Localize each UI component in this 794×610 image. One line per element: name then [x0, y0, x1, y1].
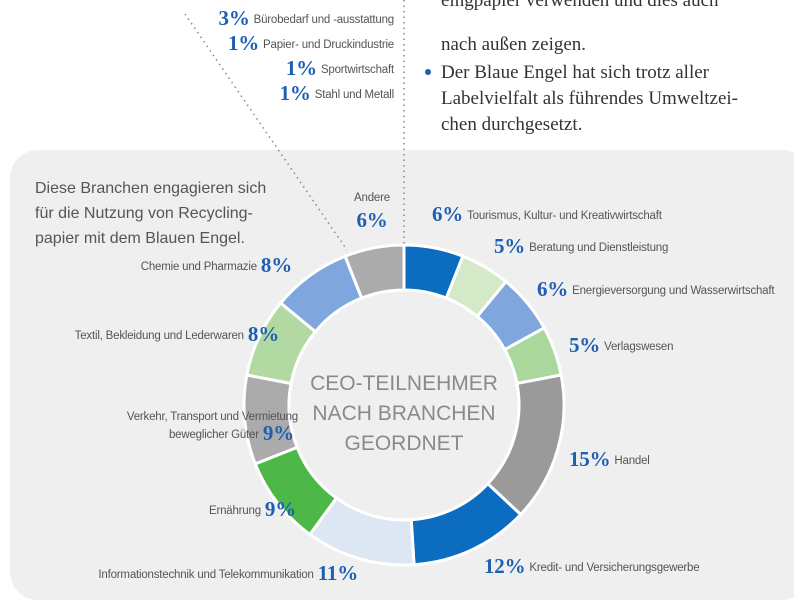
- category-label: Kredit- und Versicherungsgewerbe: [529, 562, 700, 574]
- breakdown-label: 1% Papier- und Druckindustrie: [224, 33, 394, 54]
- value-label: 3%: [218, 6, 250, 30]
- value-label: 6%: [432, 202, 464, 226]
- category-label: Verkehr, Transport und Vermietung bewegl…: [126, 411, 298, 441]
- header-line: Labelvielfalt als führendes Umweltzei-: [441, 88, 738, 109]
- segment-label: 5% Beratung und Dienstleistung: [490, 236, 669, 257]
- value-label: 5%: [569, 333, 601, 357]
- intro: Diese Branchen engagieren sich für die N…: [35, 180, 266, 247]
- value-label: 9%: [262, 421, 294, 445]
- intro-line: für die Nutzung von Recycling-: [35, 205, 253, 222]
- header-line: chen durchgesetzt.: [441, 114, 582, 135]
- category-label: Sportwirtschaft: [320, 64, 394, 76]
- value-label: 1%: [285, 56, 317, 80]
- category-label: Chemie und Pharmazie: [140, 261, 257, 273]
- segment-label: Informationstechnik und Telekommunikatio…: [98, 563, 362, 584]
- value-label: 6%: [356, 208, 388, 232]
- center-line: CEO-TEILNEHMER: [310, 372, 498, 395]
- segment-label: 15% Handel: [565, 449, 650, 470]
- value-label: 8%: [247, 322, 279, 346]
- value-label: 5%: [494, 234, 526, 258]
- segment-label: Chemie und Pharmazie 8%: [140, 255, 296, 276]
- category-label: Ernährung: [208, 505, 261, 517]
- segment-label: Verkehr, Transport und Vermietung bewegl…: [78, 409, 298, 445]
- value-label: 6%: [537, 277, 569, 301]
- center-line: NACH BRANCHEN: [312, 402, 495, 425]
- category-label: Beratung und Dienstleistung: [529, 242, 669, 254]
- header-line: nach außen zeigen.: [441, 34, 586, 55]
- segment-label: Ernährung 9%: [208, 499, 300, 520]
- header-line: eingpapier verwenden und dies auch: [441, 0, 719, 11]
- leader-line: [184, 13, 348, 251]
- category-label: Andere: [354, 192, 390, 204]
- category-label: Handel: [614, 455, 650, 467]
- value-label: 9%: [264, 497, 296, 521]
- category-label: Textil, Bekleidung und Lederwaren: [74, 330, 244, 342]
- breakdown-label: 1% Stahl und Metall: [276, 83, 395, 104]
- header: eingpapier verwenden und dies auch nach …: [425, 0, 738, 135]
- value-label: 1%: [279, 81, 311, 105]
- segment-label: Textil, Bekleidung und Lederwaren 8%: [74, 324, 283, 345]
- header-line: Der Blaue Engel hat sich trotz aller: [441, 62, 710, 83]
- center-line: GEORDNET: [344, 432, 463, 455]
- category-label: Verlagswesen: [604, 341, 674, 353]
- segment-label: 12% Kredit- und Versicherungsgewerbe: [480, 556, 700, 577]
- donut-segment: [343, 243, 406, 301]
- segment-label: 5% Verlagswesen: [565, 335, 674, 356]
- value-label: 15%: [569, 447, 611, 471]
- category-label: Papier- und Druckindustrie: [263, 39, 394, 51]
- category-label: Bürobedarf und -ausstattung: [253, 14, 395, 26]
- category-label: Energieversorgung und Wasserwirtschaft: [572, 285, 775, 297]
- value-label: 11%: [317, 561, 358, 585]
- category-label: Informationstechnik und Telekommunikatio…: [98, 569, 314, 581]
- value-label: 12%: [484, 554, 526, 578]
- intro-line: papier mit dem Blauen Engel.: [35, 230, 245, 247]
- intro-line: Diese Branchen engagieren sich: [35, 180, 266, 197]
- category-label: Tourismus, Kultur- und Kreativwirtschaft: [467, 210, 662, 222]
- segment-label: 6% Energieversorgung und Wasserwirtschaft: [533, 279, 775, 300]
- panel: [10, 150, 794, 600]
- center-text: CEO-TEILNEHMER NACH BRANCHEN GEORDNET: [310, 372, 498, 455]
- value-label: 1%: [227, 31, 260, 55]
- value-label: 8%: [260, 253, 292, 277]
- breakdown-label: 1% Sportwirtschaft: [282, 58, 394, 79]
- category-label: Stahl und Metall: [314, 89, 394, 101]
- bullet: [425, 69, 431, 75]
- breakdown-label: 3% Bürobedarf und -ausstattung: [215, 8, 395, 29]
- segment-label: 6% Tourismus, Kultur- und Kreativwirtscha…: [428, 204, 662, 225]
